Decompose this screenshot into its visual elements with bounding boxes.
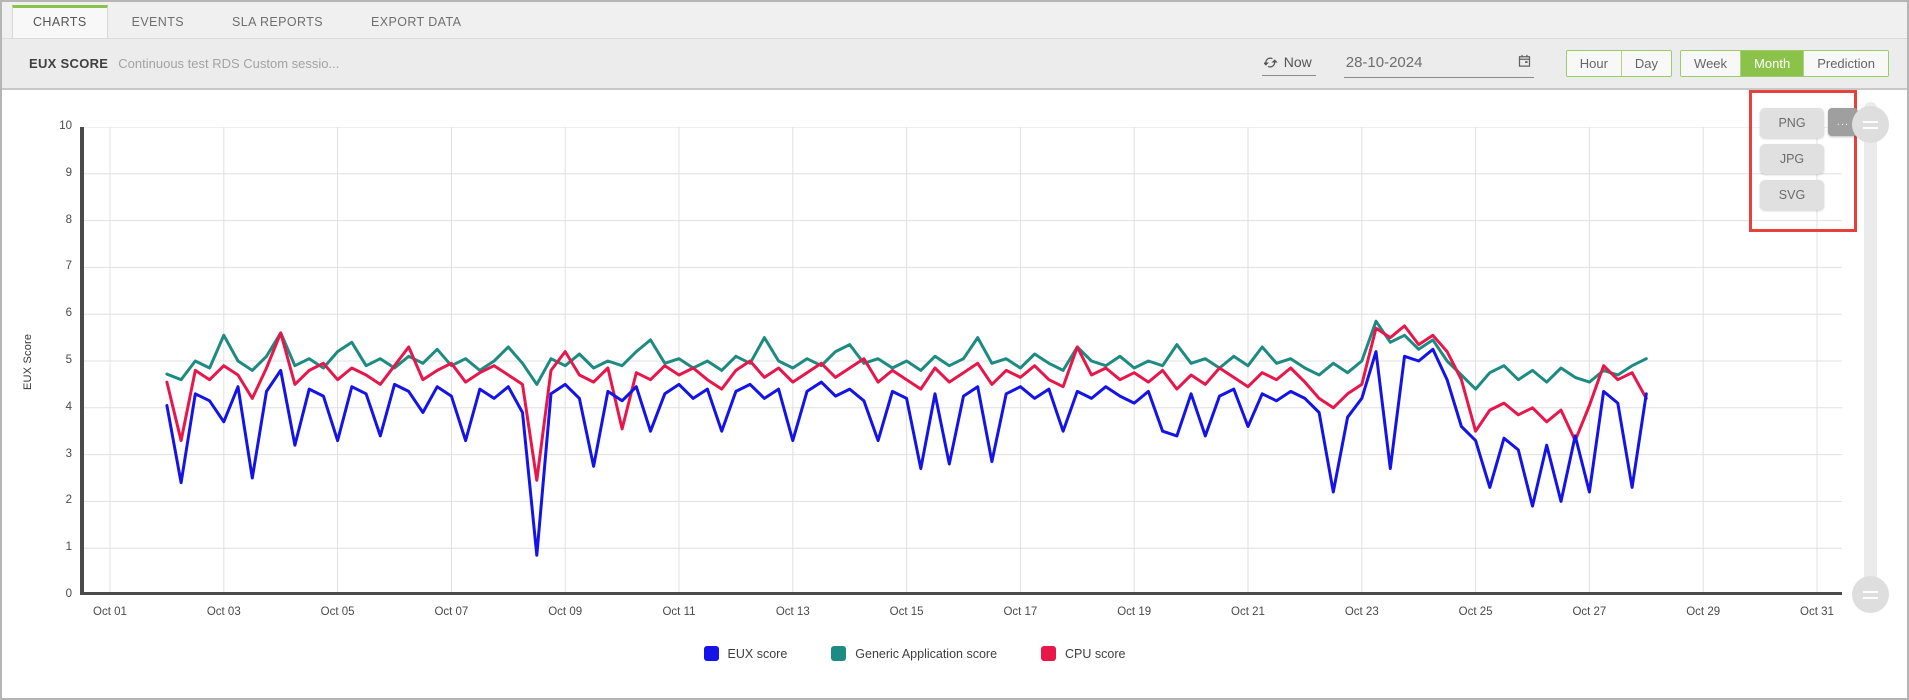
- value-axis-scrollbar-track[interactable]: [1864, 102, 1877, 607]
- y-tick-label: 9: [65, 166, 72, 179]
- tab-events[interactable]: EVENTS: [131, 15, 184, 29]
- x-tick-label: Oct 17: [1003, 606, 1038, 618]
- chart-area: EUX Score 0 1 2 3 4 5 6 7 8 9 10 Oct 01 Oct 03 Oct 0…: [2, 90, 1907, 696]
- now-label: Now: [1283, 54, 1312, 70]
- legend-marker-generic-application: [831, 646, 847, 661]
- y-tick-label: 6: [65, 307, 72, 320]
- tab-charts[interactable]: CHARTS: [12, 5, 108, 38]
- legend-marker-cpu: [1041, 646, 1057, 661]
- now-button[interactable]: Now: [1261, 51, 1316, 76]
- range-button-hour[interactable]: Hour: [1566, 51, 1622, 76]
- y-tick-label: 8: [65, 213, 72, 226]
- date-input[interactable]: 28-10-2024: [1343, 50, 1534, 78]
- grip-line: [1863, 120, 1878, 123]
- range-group-long: Week Month Prediction: [1680, 50, 1889, 77]
- x-tick-label: Oct 07: [434, 606, 469, 618]
- export-png-button[interactable]: PNG: [1760, 108, 1824, 138]
- x-tick-label: Oct 03: [206, 606, 241, 618]
- y-tick-label: 10: [59, 120, 72, 132]
- x-tick-label: Oct 11: [662, 606, 696, 618]
- y-tick-label: 5: [65, 354, 72, 366]
- chart-toolbar: EUX SCORE Continuous test RDS Custom ses…: [2, 38, 1907, 90]
- tab-sla-reports[interactable]: SLA REPORTS: [232, 15, 324, 29]
- page-subtitle: Continuous test RDS Custom sessio...: [118, 56, 340, 71]
- x-tick-label: Oct 15: [889, 606, 924, 618]
- line-chart[interactable]: [80, 127, 1842, 595]
- y-tick-label: 4: [65, 400, 72, 413]
- x-tick-label: Oct 05: [320, 606, 355, 618]
- y-axis-title: EUX Score: [22, 333, 34, 390]
- x-tick-label: Oct 21: [1231, 606, 1265, 618]
- legend-item-cpu-score[interactable]: CPU score: [1041, 646, 1125, 661]
- x-tick-label: Oct 13: [775, 606, 810, 618]
- legend-label: EUX score: [727, 646, 788, 661]
- chart-legend: EUX score Generic Application score CPU …: [2, 646, 1827, 661]
- range-button-prediction[interactable]: Prediction: [1804, 51, 1888, 76]
- range-button-month[interactable]: Month: [1741, 51, 1805, 76]
- x-tick-label: Oct 25: [1458, 606, 1493, 618]
- refresh-icon: [1263, 55, 1279, 70]
- value-axis-scrollbar-handle-top[interactable]: [1852, 106, 1889, 143]
- annotation-rectangle: [1749, 90, 1857, 232]
- y-tick-label: 2: [65, 494, 72, 507]
- x-tick-label: Oct 29: [1686, 606, 1721, 618]
- legend-item-generic-application-score[interactable]: Generic Application score: [831, 646, 997, 661]
- export-jpg-button[interactable]: JPG: [1760, 144, 1824, 174]
- value-axis-scrollbar-handle-bottom[interactable]: [1852, 576, 1889, 613]
- y-tick-label: 0: [65, 588, 72, 600]
- tab-bar: CHARTS EVENTS SLA REPORTS EXPORT DATA: [2, 2, 1907, 38]
- tab-export-data[interactable]: EXPORT DATA: [371, 15, 462, 29]
- x-tick-label: Oct 23: [1344, 606, 1379, 618]
- y-tick-label: 1: [65, 541, 72, 554]
- range-button-groups: Hour Day Week Month Prediction: [1565, 50, 1889, 77]
- legend-item-eux-score[interactable]: EUX score: [703, 646, 788, 661]
- legend-label: Generic Application score: [855, 646, 998, 661]
- range-button-week[interactable]: Week: [1681, 51, 1742, 76]
- x-tick-label: Oct 01: [93, 606, 127, 618]
- x-tick-label: Oct 09: [548, 606, 583, 618]
- y-tick-label: 7: [65, 260, 72, 273]
- x-tick-label: Oct 19: [1117, 606, 1152, 618]
- legend-label: CPU score: [1065, 646, 1126, 661]
- date-value: 28-10-2024: [1345, 53, 1423, 71]
- legend-marker-eux: [703, 646, 719, 661]
- calendar-icon[interactable]: [1517, 53, 1532, 72]
- x-tick-label: Oct 27: [1572, 606, 1607, 618]
- grip-line: [1863, 590, 1878, 593]
- grip-line: [1863, 126, 1878, 129]
- x-tick-label: Oct 31: [1800, 606, 1834, 618]
- y-tick-label: 3: [65, 447, 72, 460]
- range-group-short: Hour Day: [1565, 50, 1673, 77]
- grip-line: [1863, 596, 1878, 599]
- range-button-day[interactable]: Day: [1621, 51, 1672, 76]
- page-title: EUX SCORE: [29, 56, 109, 71]
- export-svg-button[interactable]: SVG: [1760, 180, 1824, 210]
